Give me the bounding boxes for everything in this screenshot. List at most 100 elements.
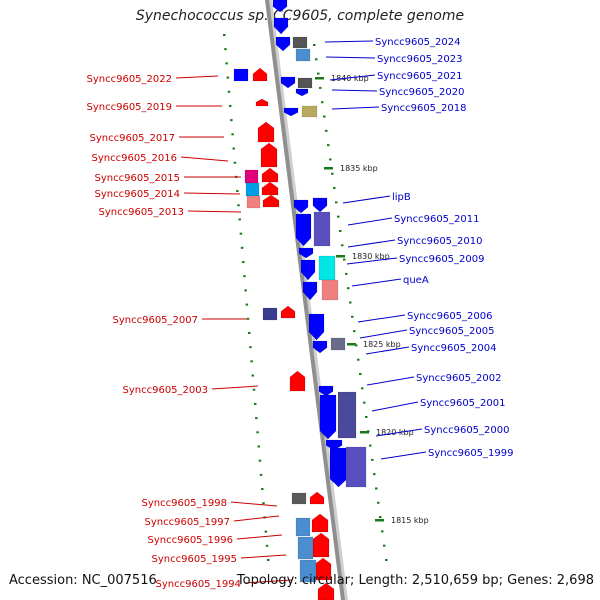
gene-leader-line xyxy=(331,106,380,110)
gene-forward-arrow xyxy=(311,513,329,533)
scale-tick xyxy=(341,244,344,247)
scale-tick xyxy=(353,330,356,333)
scale-tick xyxy=(240,246,244,249)
scale-tick xyxy=(355,344,358,347)
scale-tick xyxy=(325,129,328,132)
gene-box xyxy=(245,182,260,197)
gene-leader-line xyxy=(380,451,427,460)
scale-tick xyxy=(345,272,348,275)
gene-box xyxy=(292,36,308,49)
scale-label: 1840 kbp xyxy=(331,74,369,83)
scale-tick xyxy=(257,445,260,448)
accession-text: Accession: NC_007516 xyxy=(9,573,157,588)
gene-box xyxy=(337,391,357,439)
gene-reverse-arrow xyxy=(325,439,343,451)
scale-label: 1815 kbp xyxy=(391,516,429,525)
gene-leader-line xyxy=(346,257,398,265)
scale-tick xyxy=(339,229,342,232)
gene-box xyxy=(299,559,317,583)
gene-label-reverse: Syncc9605_2009 xyxy=(399,254,485,265)
gene-leader-line xyxy=(324,40,374,43)
scale-tick-major xyxy=(347,343,356,346)
gene-label-forward: Syncc9605_2017 xyxy=(90,133,176,144)
scale-tick xyxy=(236,190,239,193)
gene-leader-line xyxy=(342,195,391,204)
gene-forward-arrow xyxy=(255,98,269,107)
scale-tick xyxy=(373,473,376,476)
gene-reverse-arrow xyxy=(319,394,337,440)
gene-forward-arrow xyxy=(257,121,275,143)
scale-tick xyxy=(323,115,326,118)
gene-box xyxy=(262,307,278,321)
gene-label-reverse: Syncc9605_2023 xyxy=(377,54,463,65)
gene-label-reverse: Syncc9605_2000 xyxy=(424,425,510,436)
genome-backbone xyxy=(264,0,346,600)
gene-leader-line xyxy=(233,515,280,522)
gene-leader-line xyxy=(366,376,415,386)
scale-tick xyxy=(385,559,388,561)
gene-label-forward: Syncc9605_2014 xyxy=(95,189,181,200)
gene-reverse-arrow xyxy=(295,88,309,97)
gene-leader-line xyxy=(183,192,241,195)
gene-label-reverse: Syncc9605_2018 xyxy=(381,103,467,114)
gene-label-reverse: Syncc9605_2005 xyxy=(409,326,495,337)
scale-tick xyxy=(329,158,332,161)
gene-forward-arrow xyxy=(260,142,278,168)
gene-leader-line xyxy=(187,210,242,213)
scale-tick xyxy=(363,401,366,404)
scale-tick xyxy=(343,258,346,261)
gene-label-reverse: Syncc9605_2024 xyxy=(375,37,461,48)
scale-tick xyxy=(227,90,231,93)
gene-forward-arrow xyxy=(261,167,279,183)
gene-label-reverse: lipB xyxy=(392,192,411,203)
gene-label-forward: Syncc9605_1996 xyxy=(148,535,234,546)
scale-tick xyxy=(381,530,384,533)
gene-box xyxy=(291,492,307,505)
gene-reverse-arrow xyxy=(283,107,299,117)
gene-leader-line xyxy=(236,534,283,540)
scale-tick xyxy=(321,101,324,104)
scale-label: 1825 kbp xyxy=(363,340,401,349)
scale-tick xyxy=(237,204,240,207)
gene-box xyxy=(297,536,314,560)
scale-tick xyxy=(377,501,380,504)
scale-tick xyxy=(252,388,256,391)
genome-title: Synechococcus sp. CC9605, complete genom… xyxy=(135,8,465,24)
scale-tick xyxy=(264,530,268,533)
gene-leader-line xyxy=(329,74,376,81)
scale-tick xyxy=(231,133,234,136)
scale-tick xyxy=(351,315,354,318)
scale-tick-major xyxy=(324,167,333,170)
gene-box xyxy=(246,195,261,209)
gene-reverse-arrow xyxy=(312,340,328,354)
gene-label-forward: Syncc9605_1998 xyxy=(142,498,228,509)
gene-forward-arrow xyxy=(289,370,306,392)
gene-label-reverse: Syncc9605_2004 xyxy=(411,343,497,354)
gene-label-reverse: Syncc9605_2020 xyxy=(379,87,465,98)
gene-forward-arrow xyxy=(262,194,280,208)
gene-leader-line xyxy=(175,75,219,79)
scale-tick xyxy=(250,360,253,363)
gene-label-forward: Syncc9605_2016 xyxy=(92,153,178,164)
scale-tick xyxy=(327,144,330,147)
scale-tick xyxy=(239,232,243,235)
gene-forward-arrow xyxy=(309,491,325,505)
scale-tick xyxy=(357,358,360,361)
gene-box xyxy=(301,105,318,118)
gene-label-forward: Syncc9605_2019 xyxy=(87,102,173,113)
scale-tick xyxy=(369,444,372,447)
scale-tick-major xyxy=(315,77,324,80)
topology-text: Topology: circular; Length: 2,510,659 bp… xyxy=(236,573,594,588)
scale-tick xyxy=(371,458,374,461)
scale-tick xyxy=(383,544,386,547)
gene-leader-line xyxy=(244,579,293,584)
scale-tick xyxy=(361,387,364,390)
gene-leader-line xyxy=(371,401,419,412)
gene-box xyxy=(233,68,249,82)
gene-label-forward: Syncc9605_1994 xyxy=(156,579,242,590)
gene-label-forward: Syncc9605_2007 xyxy=(113,315,199,326)
gene-leader-line xyxy=(351,278,402,287)
gene-leader-line xyxy=(211,385,259,390)
scale-tick xyxy=(242,261,245,264)
gene-label-reverse: Syncc9605_2021 xyxy=(377,71,463,82)
